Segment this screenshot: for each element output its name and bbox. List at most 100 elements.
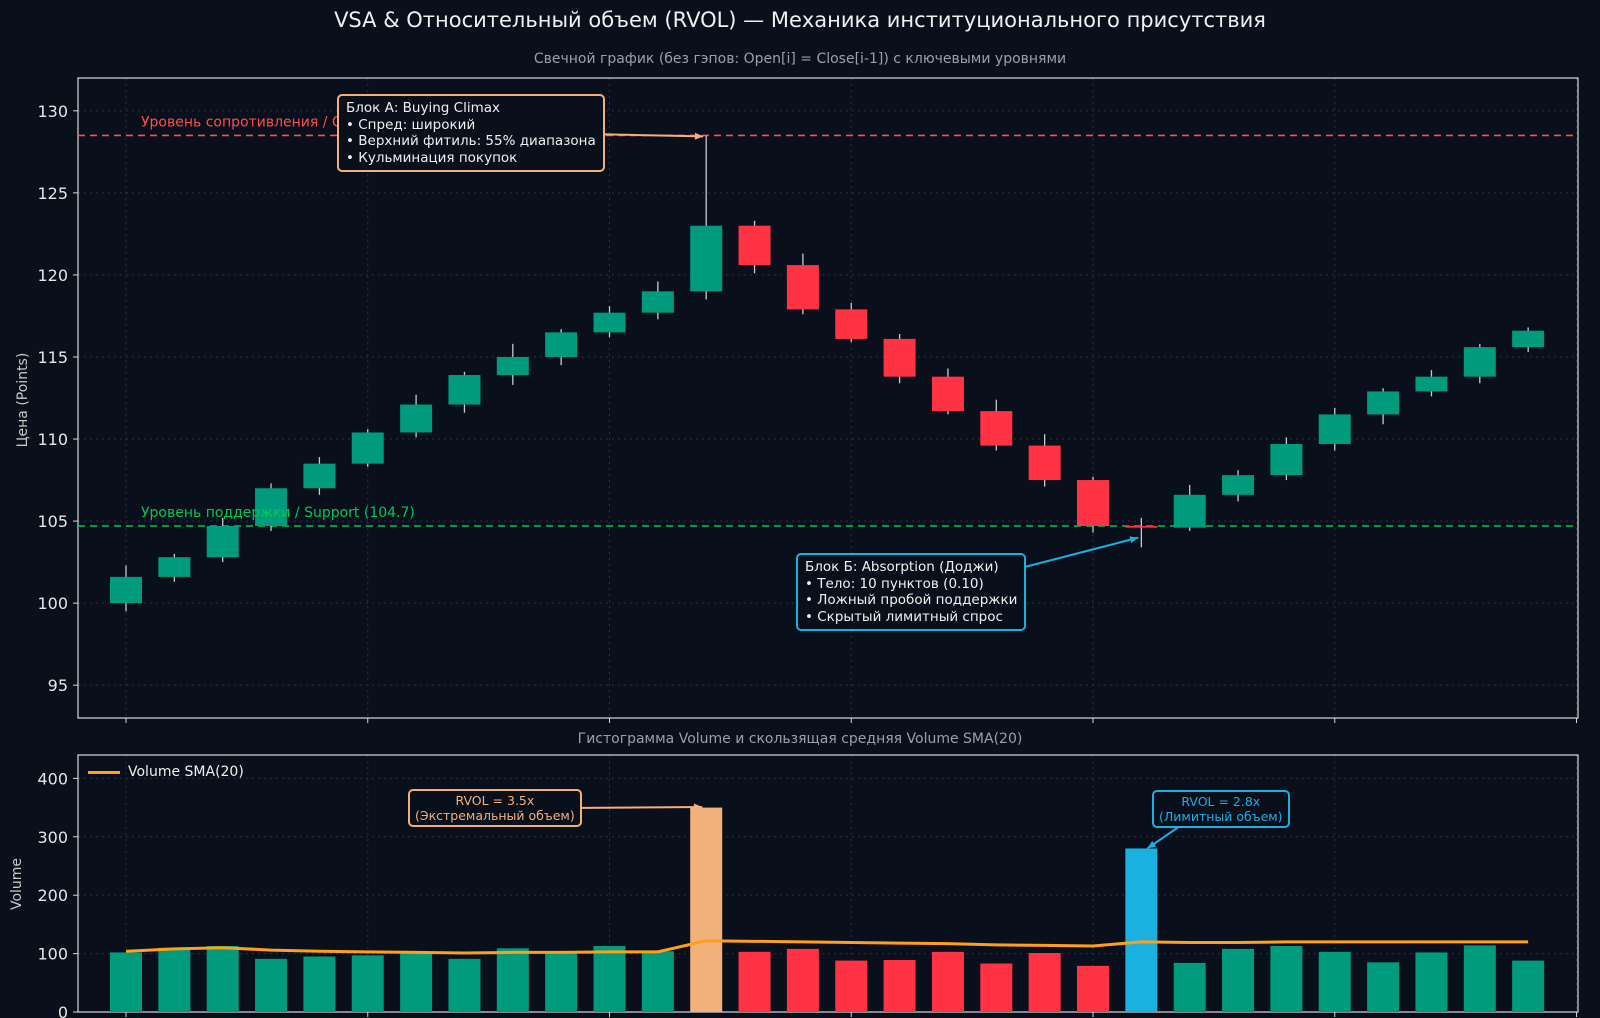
- volume-bar: [448, 958, 481, 1012]
- ann-b-line4: • Скрытый лимитный спрос: [805, 608, 1003, 625]
- volume-bars: [110, 807, 1545, 1012]
- volume-y-label: Volume: [9, 858, 25, 910]
- volume-bar: [1270, 945, 1303, 1012]
- candles: [110, 135, 1545, 612]
- volume-bar: [206, 945, 239, 1012]
- candle-body-bull: [1512, 330, 1545, 348]
- candle-body-bull: [158, 557, 191, 577]
- price-y-label: Цена (Points): [15, 353, 31, 448]
- candle-body-bull: [110, 576, 142, 604]
- candle-body-bull: [206, 526, 239, 558]
- price-y-ticks: 95 100 105 110 115 120 125 130: [37, 102, 78, 695]
- volume-bar: [158, 947, 191, 1012]
- volume-bar: [835, 960, 868, 1012]
- rvol-climax-annotation: RVOL = 3.5x (Экстремальный объем): [408, 789, 582, 827]
- candle-body-bear: [786, 265, 819, 310]
- volume-bar: [1028, 953, 1061, 1012]
- resistance-label: Уровень сопротивления / Cl: [141, 114, 346, 130]
- volume-tick-label: 0: [58, 1003, 68, 1018]
- annotation-arrow-head: [1129, 536, 1139, 544]
- candle-body-bull: [1222, 475, 1255, 495]
- volume-bar: [1222, 948, 1255, 1012]
- volume-tick-label: 100: [37, 945, 68, 964]
- volume-bar: [1463, 945, 1496, 1012]
- ann-a-line2: • Спред: широкий: [346, 116, 476, 133]
- price-tick-label: 130: [37, 102, 68, 121]
- ann-a-line1: Блок А: Buying Climax: [346, 100, 500, 116]
- volume-tick-label: 400: [37, 769, 68, 788]
- volume-panel-frame: [77, 754, 1579, 1013]
- candle-body-bull: [1318, 414, 1351, 444]
- volume-tick-label: 300: [37, 828, 68, 847]
- volume-bar: [400, 953, 433, 1012]
- volume-bar: [255, 958, 288, 1012]
- volume-bar: [1318, 951, 1351, 1012]
- volume-bar: [786, 948, 819, 1012]
- legend-sma-label: Volume SMA(20): [128, 764, 244, 780]
- candle-body-bull: [255, 488, 288, 526]
- volume-bar: [496, 948, 529, 1012]
- price-panel-frame: [77, 77, 1579, 719]
- annotation-arrow-line: [569, 806, 703, 809]
- candle-body-bear: [931, 376, 964, 412]
- annotation-arrow-line: [589, 133, 704, 138]
- volume-legend: Volume SMA(20): [88, 764, 244, 780]
- rvol-b-line1: RVOL = 2.8x: [1181, 794, 1261, 809]
- volume-bar: [883, 960, 916, 1012]
- volume-bar: [931, 951, 964, 1012]
- candle-body-bull: [641, 291, 674, 313]
- volume-tick-label: 200: [37, 886, 68, 905]
- annotation-arrow-head: [1147, 840, 1157, 849]
- rvol-a-line1: RVOL = 3.5x: [455, 793, 535, 808]
- price-tick-label: 125: [37, 184, 68, 203]
- absorption-annotation: Блок Б: Absorption (Доджи) • Тело: 10 пун…: [796, 553, 1027, 631]
- volume-bar: [1415, 952, 1448, 1012]
- volume-bar: [980, 963, 1013, 1012]
- candle-body-bear: [980, 411, 1013, 446]
- price-tick-label: 110: [37, 430, 68, 449]
- candle-body-bull: [448, 375, 481, 405]
- volume-bar: [1367, 962, 1400, 1012]
- rvol-absorption-annotation: RVOL = 2.8x (Лимитный объем): [1152, 790, 1290, 828]
- annotation-arrow-line: [1016, 536, 1139, 570]
- candle-body-bull: [593, 312, 626, 333]
- volume-bar: [1512, 960, 1545, 1012]
- candle-body-bull: [690, 225, 723, 292]
- candle-body-bull: [496, 356, 529, 376]
- volume-bar: [690, 807, 723, 1012]
- x-tick-marks: [125, 718, 1577, 1017]
- candle-body-bull: [303, 463, 336, 489]
- price-panel-subtitle: Свечной график (без гэпов: Open[i] = Clo…: [533, 51, 1067, 67]
- candle-body-bull: [1463, 347, 1496, 377]
- volume-sma-line: [125, 939, 1529, 955]
- volume-panel-subtitle: Гистограмма Volume и скользящая средняя …: [577, 731, 1023, 747]
- key-levels: [78, 134, 1578, 527]
- volume-y-ticks: 0 100 200 300 400: [37, 769, 78, 1018]
- candle-body-bear: [883, 338, 916, 377]
- candle-body-bear: [1077, 480, 1109, 526]
- candle-body-bull: [1415, 376, 1448, 392]
- ann-b-line1: Блок Б: Absorption (Доджи): [805, 559, 999, 575]
- candle-body-bull: [351, 432, 384, 464]
- candle-body-bull: [1367, 391, 1400, 415]
- annotation-arrow-head: [694, 132, 704, 140]
- volume-bar: [110, 952, 142, 1012]
- rvol-b-line2: (Лимитный объем): [1159, 809, 1283, 824]
- candle-body-bull: [545, 332, 578, 357]
- volume-bar: [593, 945, 626, 1012]
- price-tick-label: 115: [37, 348, 68, 367]
- candle-body-bear: [738, 225, 771, 266]
- price-tick-label: 95: [48, 676, 68, 695]
- candle-body-bull: [400, 404, 433, 433]
- volume-bar: [545, 953, 578, 1012]
- volume-grid: [78, 755, 1578, 1013]
- candle-body-bull: [1173, 494, 1206, 528]
- price-tick-label: 120: [37, 266, 68, 285]
- annotation-arrows: [569, 132, 1181, 850]
- volume-bar: [1077, 965, 1109, 1012]
- legend-sma-swatch: [88, 770, 120, 774]
- candle-body-bear: [1125, 526, 1158, 528]
- volume-bar: [351, 955, 384, 1012]
- volume-bar: [1125, 848, 1158, 1012]
